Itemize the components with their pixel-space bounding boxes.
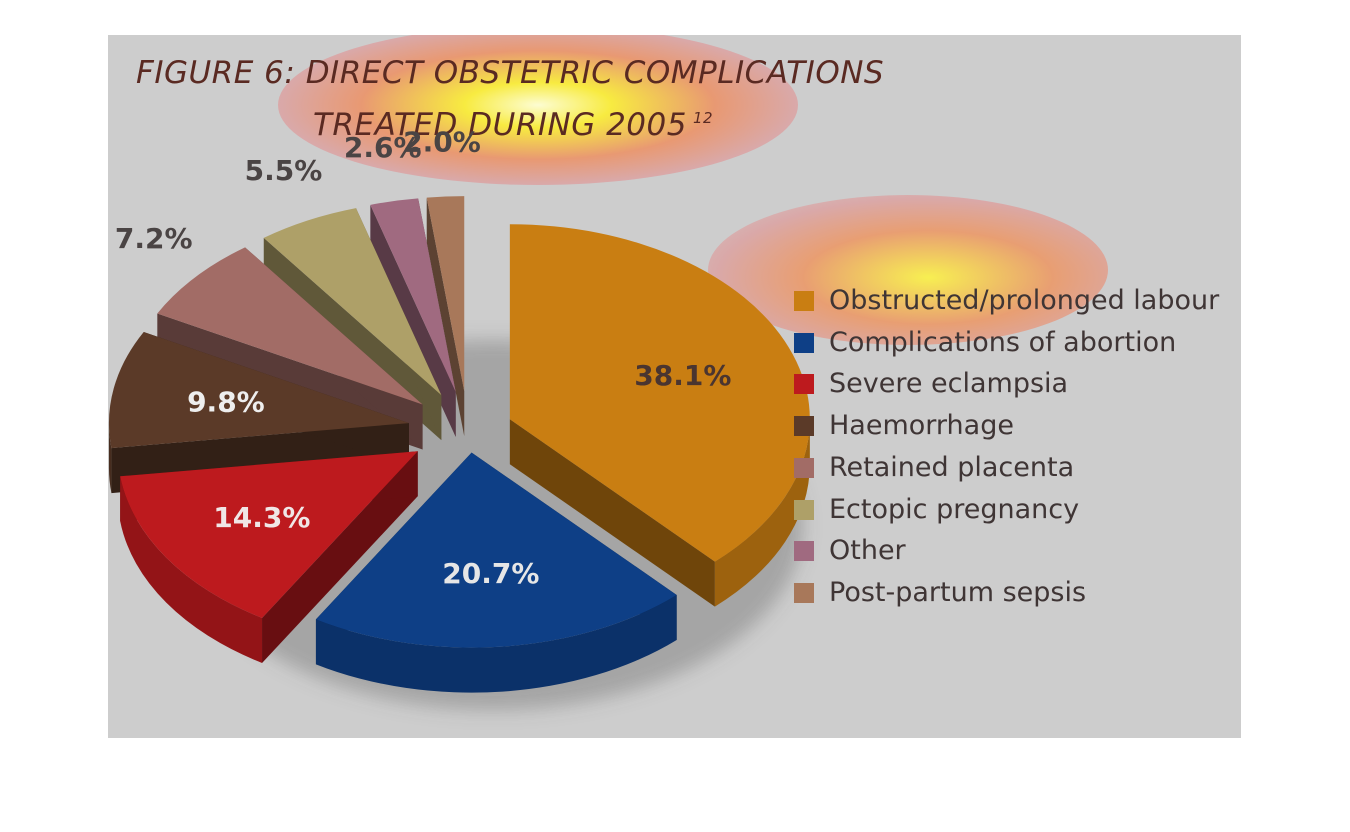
pie-slice-2	[315, 452, 677, 693]
legend-swatch	[794, 416, 814, 437]
legend-label: Severe eclampsia	[829, 368, 1069, 400]
pie-slice-8	[426, 196, 465, 437]
chart-title-line-2: TREATED DURING 2005 12	[313, 107, 713, 143]
chart-title-line-2-text: TREATED DURING 2005	[313, 107, 687, 143]
legend-swatch	[794, 499, 814, 520]
legend-label: Post-partum sepsis	[829, 576, 1087, 608]
legend-label: Ectopic pregnancy	[829, 493, 1080, 525]
pie-slice-1	[509, 224, 810, 607]
slice-value-label-4: 9.8%	[187, 386, 265, 419]
pie-slice-3	[120, 451, 418, 663]
slice-value-label-8: 2.0%	[403, 126, 481, 159]
legend-swatch	[794, 332, 814, 353]
pie-slice-7	[370, 198, 456, 437]
slice-value-label-7: 2.6%	[344, 131, 422, 164]
legend-swatch	[794, 291, 814, 311]
legend-label: Obstructed/prolonged labour	[829, 285, 1220, 316]
legend-swatch	[794, 457, 814, 478]
legend-label: Retained placenta	[829, 451, 1075, 483]
legend-label: Other	[829, 535, 906, 567]
legend-swatch	[794, 541, 814, 562]
legend-swatch	[794, 374, 814, 395]
title-footnote-marker: 12	[692, 109, 714, 127]
legend-swatch	[794, 582, 814, 603]
slice-value-label-3: 14.3%	[213, 501, 310, 534]
slice-value-label-6: 5.5%	[245, 154, 323, 187]
slice-value-label-5: 7.2%	[115, 222, 193, 255]
legend-label: Haemorrhage	[829, 410, 1014, 442]
chart-panel: FIGURE 6: DIRECT OBSTETRIC COMPLICATIONS…	[108, 35, 1241, 738]
chart-title-line-1: FIGURE 6: DIRECT OBSTETRIC COMPLICATIONS	[136, 55, 885, 91]
slice-value-label-2: 20.7%	[442, 557, 539, 590]
legend-label: Complications of abortion	[829, 326, 1177, 358]
pie-chart: 38.1% 20.7% 14.3% 9.8% 7.2% 5.5% 2.6%2.0%	[108, 126, 810, 710]
slice-value-label-1: 38.1%	[634, 359, 731, 392]
